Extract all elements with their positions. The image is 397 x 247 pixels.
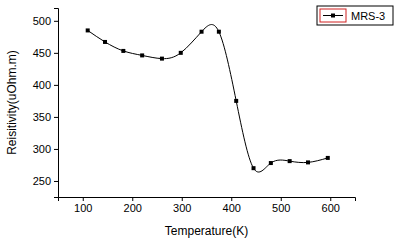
x-tick: 400 xyxy=(223,197,241,214)
x-tick: 200 xyxy=(124,197,142,214)
marker xyxy=(217,30,221,34)
x-tick: 500 xyxy=(272,197,290,214)
legend-key-frame xyxy=(320,9,346,22)
marker xyxy=(86,28,90,32)
x-tick-mark xyxy=(281,197,282,201)
marker xyxy=(288,159,292,163)
legend-marker xyxy=(331,14,335,18)
x-tick-mark xyxy=(330,197,331,201)
y-tick-mark xyxy=(54,53,58,54)
marker xyxy=(103,40,107,44)
y-tick-mark xyxy=(54,181,58,182)
y-tick: 250 xyxy=(33,175,58,187)
chart: 100 200 300 400 500 600 250 300 350 400 450 500 Temp… xyxy=(0,0,397,247)
y-tick-mark xyxy=(54,85,58,86)
x-tick: 300 xyxy=(173,197,191,214)
y-tick-label: 250 xyxy=(33,175,51,187)
series-line xyxy=(88,25,328,173)
y-tick-label: 500 xyxy=(33,15,51,27)
y-axis-title: Reisitivity(uOhm.m) xyxy=(5,50,19,155)
x-tick-label: 600 xyxy=(322,202,340,214)
y-tick: 400 xyxy=(33,79,58,91)
y-tick-label: 300 xyxy=(33,143,51,155)
x-tick-mark xyxy=(132,197,133,201)
y-tick-mark xyxy=(54,149,58,150)
y-tick: 300 xyxy=(33,143,58,155)
marks xyxy=(86,25,330,173)
x-tick-label: 100 xyxy=(74,202,92,214)
marker xyxy=(326,156,330,160)
y-tick-mark xyxy=(54,117,58,118)
marker xyxy=(140,53,144,57)
x-tick-label: 500 xyxy=(272,202,290,214)
marker xyxy=(121,49,125,53)
legend-box xyxy=(317,6,393,25)
y-tick-label: 450 xyxy=(33,47,51,59)
marker xyxy=(234,99,238,103)
marker xyxy=(252,166,256,170)
plot: 100 200 300 400 500 600 250 300 350 400 450 500 xyxy=(33,9,356,214)
legend-item: MRS-3 xyxy=(320,9,385,22)
legend: MRS-3 xyxy=(317,6,393,25)
x-axis-title: Temperature(K) xyxy=(165,224,248,238)
x-tick: 600 xyxy=(322,197,340,214)
y-tick-mark xyxy=(54,21,58,22)
x-axis: 100 200 300 400 500 600 xyxy=(59,197,356,214)
x-axis-line xyxy=(59,198,356,202)
x-tick-label: 400 xyxy=(223,202,241,214)
x-tick: 100 xyxy=(74,197,92,214)
y-tick-label: 350 xyxy=(33,111,51,123)
y-tick: 500 xyxy=(33,15,58,27)
marker xyxy=(269,161,273,165)
marker xyxy=(306,160,310,164)
x-tick-mark xyxy=(83,197,84,201)
marker xyxy=(179,51,183,55)
marker xyxy=(160,57,164,61)
x-tick-mark xyxy=(182,197,183,201)
y-tick-label: 400 xyxy=(33,79,51,91)
marker xyxy=(200,30,204,34)
legend-label: MRS-3 xyxy=(351,10,385,22)
x-tick-label: 300 xyxy=(173,202,191,214)
y-axis: 250 300 350 400 450 500 xyxy=(33,9,59,198)
x-tick-mark xyxy=(231,197,232,201)
x-tick-label: 200 xyxy=(124,202,142,214)
y-tick: 350 xyxy=(33,111,58,123)
y-tick: 450 xyxy=(33,47,58,59)
y-axis-line xyxy=(54,9,59,198)
